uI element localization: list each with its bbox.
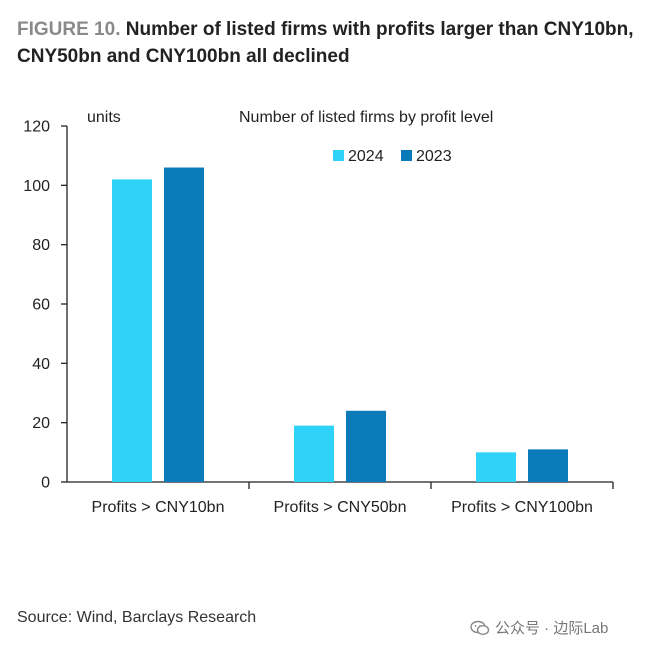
bar-2023 [346, 410, 386, 482]
y-tick-label: 120 [23, 119, 50, 136]
x-tick-label: Profits > CNY100bn [451, 499, 593, 516]
chart-title: Number of listed firms by profit level [239, 109, 493, 126]
y-tick-label: 0 [41, 475, 50, 492]
bar-2023 [164, 167, 204, 483]
bar-2024 [294, 425, 334, 482]
x-tick-label: Profits > CNY10bn [92, 499, 225, 516]
bar-2023 [528, 449, 568, 482]
watermark-text: 公众号 · 边际Lab [495, 620, 609, 637]
y-tick-label: 40 [32, 356, 50, 373]
legend-label-2023: 2023 [416, 148, 452, 165]
bar-2024 [112, 179, 152, 482]
figure-label: FIGURE 10. [17, 19, 121, 40]
legend-label-2024: 2024 [348, 148, 384, 165]
wechat-icon [470, 620, 490, 635]
watermark: 公众号 · 边际Lab [470, 617, 608, 638]
figure-title-text: Number of listed firms with profits larg… [17, 19, 634, 67]
bar-2024 [476, 452, 516, 482]
x-tick-label: Profits > CNY50bn [274, 499, 407, 516]
source-note: Source: Wind, Barclays Research [17, 609, 257, 626]
y-axis-label: units [87, 109, 121, 126]
legend-swatch-2023 [401, 150, 412, 161]
y-tick-label: 20 [32, 415, 50, 432]
figure-title: FIGURE 10. Number of listed firms with p… [17, 16, 647, 70]
y-tick-label: 80 [32, 237, 50, 254]
bar-chart: 0 20 40 60 80 100 120 units Number of listed fir… [23, 109, 614, 516]
y-tick-label: 60 [32, 297, 50, 314]
legend-swatch-2024 [333, 150, 344, 161]
y-tick-label: 100 [23, 178, 50, 195]
